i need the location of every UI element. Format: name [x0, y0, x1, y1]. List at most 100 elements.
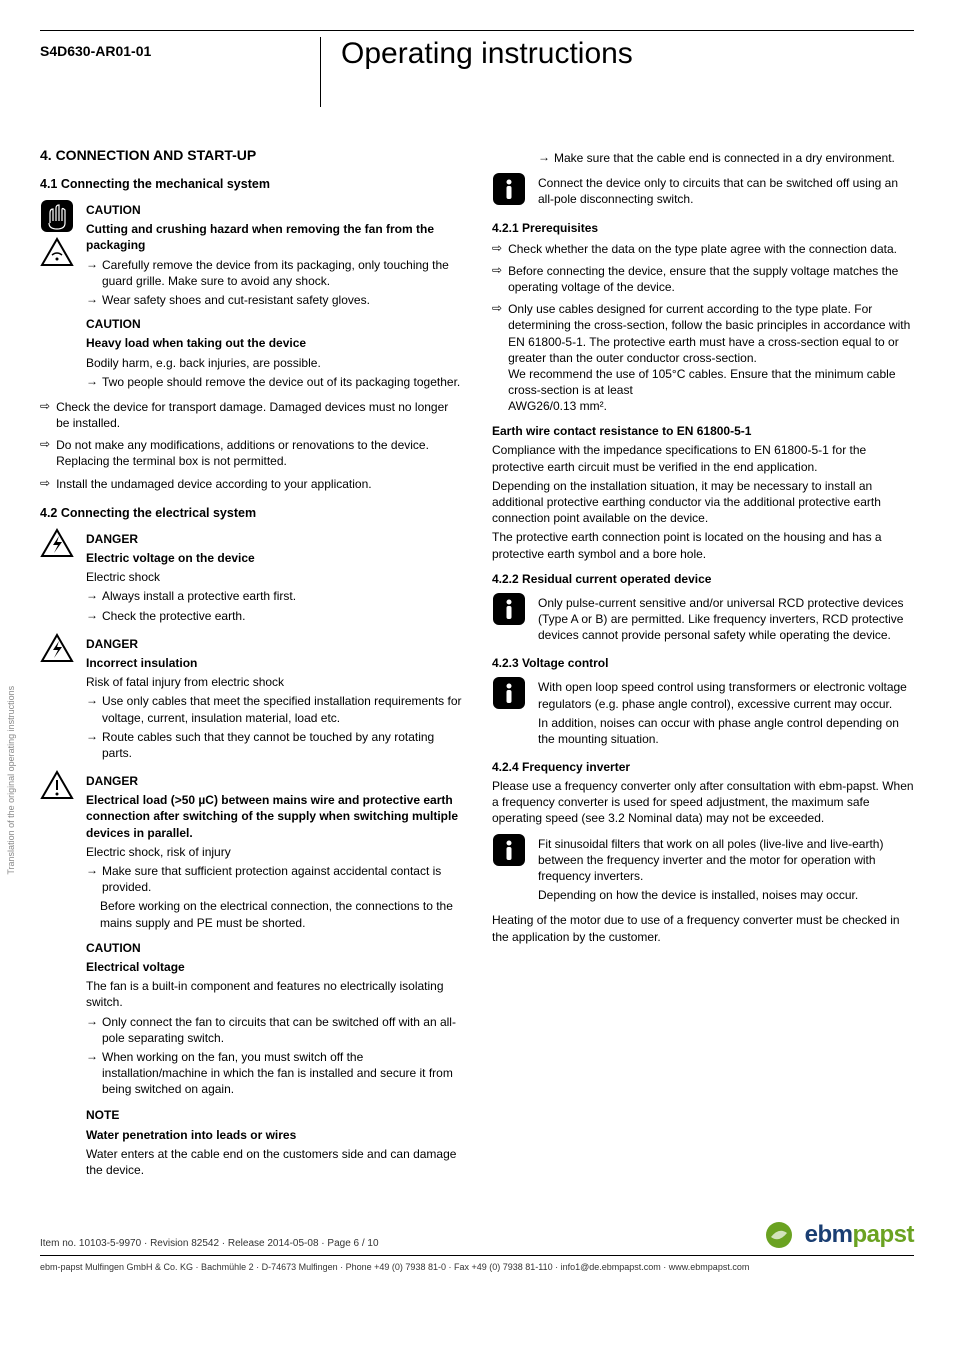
danger3-action-1b: Before working on the electrical connect… — [100, 898, 462, 930]
caution-icon-stack — [40, 199, 78, 393]
caution-label-2: CAUTION — [86, 316, 462, 332]
page-footer: Item no. 10103-5-9970 · Revision 82542 ·… — [40, 1221, 914, 1272]
prereq-3b: We recommend the use of 105°C cables. En… — [508, 367, 895, 397]
danger3-heading: Electrical load (>50 µC) between mains w… — [86, 792, 462, 841]
info-block-1: Connect the device only to circuits that… — [492, 172, 914, 210]
prereq-3: Only use cables designed for current acc… — [508, 301, 914, 414]
caution3-action-2: When working on the fan, you must switch… — [102, 1049, 462, 1098]
prereq-3c: AWG26/0.13 mm². — [508, 399, 607, 413]
bullet-3: Install the undamaged device according t… — [56, 476, 462, 492]
danger1-action-2: Check the protective earth. — [102, 608, 462, 624]
info3b-text: In addition, noises can occur with phase… — [538, 715, 914, 747]
horizontal-rule-top — [40, 30, 914, 31]
bullet-icon: ⇨ — [492, 241, 502, 257]
caution-label: CAUTION — [86, 202, 462, 218]
caution3-action-1: Only connect the fan to circuits that ca… — [102, 1014, 462, 1046]
electric-hazard-icon — [40, 633, 74, 663]
info-icon — [492, 592, 526, 626]
hand-hazard-icon — [40, 199, 74, 233]
danger2-heading: Incorrect insulation — [86, 655, 462, 671]
earth-heading: Earth wire contact resistance to EN 6180… — [492, 424, 914, 438]
prereq-3a: Only use cables designed for current acc… — [508, 302, 910, 365]
danger-block-1: DANGER Electric voltage on the device El… — [40, 528, 462, 627]
caution2-body: Bodily harm, e.g. back injuries, are pos… — [86, 355, 462, 371]
electric-hazard-icon — [40, 528, 74, 558]
arrow-icon: → — [86, 1014, 98, 1028]
earth-p3: The protective earth connection point is… — [492, 529, 914, 561]
danger3-action-1: Make sure that sufficient protection aga… — [102, 863, 462, 895]
info3a-text: With open loop speed control using trans… — [538, 679, 914, 711]
prereq-1: Check whether the data on the type plate… — [508, 241, 914, 257]
caution1-action-2: Wear safety shoes and cut-resistant safe… — [102, 292, 462, 308]
info-icon — [492, 676, 526, 710]
arrow-icon: → — [86, 729, 98, 743]
caution3-body: The fan is a built-in component and feat… — [86, 978, 462, 1010]
earth-p2: Depending on the installation situation,… — [492, 478, 914, 527]
bullet-icon: ⇨ — [40, 476, 50, 492]
warning-triangle-icon — [40, 770, 74, 800]
right-column: → Make sure that the cable end is connect… — [492, 147, 914, 1181]
note-label: NOTE — [86, 1107, 462, 1123]
danger2-action-2: Route cables such that they cannot be to… — [102, 729, 462, 761]
info4b-text: Depending on how the device is installed… — [538, 887, 914, 903]
arrow-icon: → — [86, 257, 98, 271]
danger2-body: Risk of fatal injury from electric shock — [86, 674, 462, 690]
content-columns: 4. CONNECTION AND START-UP 4.1 Connectin… — [40, 147, 914, 1181]
caution1-action-1: Carefully remove the device from its pac… — [102, 257, 462, 289]
arrow-icon: → — [86, 588, 98, 602]
warning-triangle-icon — [40, 237, 74, 267]
bullet-icon: ⇨ — [492, 301, 502, 317]
header-divider — [320, 37, 321, 107]
section-4-2-1-heading: 4.2.1 Prerequisites — [492, 221, 914, 235]
bullet-2: Do not make any modifications, additions… — [56, 437, 462, 469]
danger1-action-1: Always install a protective earth first. — [102, 588, 462, 604]
danger2-action-1: Use only cables that meet the specified … — [102, 693, 462, 725]
section-4-heading: 4. CONNECTION AND START-UP — [40, 147, 462, 163]
right-top-action: Make sure that the cable end is connecte… — [554, 150, 914, 166]
danger-block-3: DANGER Electrical load (>50 µC) between … — [40, 770, 462, 934]
bullet-icon: ⇨ — [40, 437, 50, 453]
note-body: Water enters at the cable end on the cus… — [86, 1146, 462, 1178]
danger-block-2: DANGER Incorrect insulation Risk of fata… — [40, 633, 462, 764]
arrow-icon: → — [86, 292, 98, 306]
info-icon — [492, 833, 526, 867]
arrow-icon: → — [86, 374, 98, 388]
danger-label: DANGER — [86, 636, 462, 652]
footer-item-revision: Item no. 10103-5-9970 · Revision 82542 ·… — [40, 1238, 379, 1249]
arrow-icon: → — [86, 608, 98, 622]
product-code: S4D630-AR01-01 — [40, 37, 320, 59]
section-4-2-3-heading: 4.2.3 Voltage control — [492, 656, 914, 670]
danger1-body: Electric shock — [86, 569, 462, 585]
bullet-icon: ⇨ — [40, 399, 50, 415]
caution2-heading: Heavy load when taking out the device — [86, 335, 462, 351]
footer-company-line: ebm-papst Mulfingen GmbH & Co. KG · Bach… — [40, 1262, 914, 1272]
green-badge-icon — [765, 1221, 793, 1249]
section-4-2-2-heading: 4.2.2 Residual current operated device — [492, 572, 914, 586]
left-column: 4. CONNECTION AND START-UP 4.1 Connectin… — [40, 147, 462, 1181]
earth-p1: Compliance with the impedance specificat… — [492, 442, 914, 474]
danger1-heading: Electric voltage on the device — [86, 550, 462, 566]
arrow-icon: → — [86, 693, 98, 707]
info-icon — [492, 172, 526, 206]
caution-heading: Cutting and crushing hazard when removin… — [86, 221, 462, 253]
bullet-1: Check the device for transport damage. D… — [56, 399, 462, 431]
page-title: Operating instructions — [341, 37, 633, 71]
logo-green: papst — [852, 1221, 914, 1248]
section-4-1-heading: 4.1 Connecting the mechanical system — [40, 177, 462, 191]
danger-label: DANGER — [86, 773, 462, 789]
info4a-text: Fit sinusoidal filters that work on all … — [538, 836, 914, 885]
fi-p1: Please use a frequency converter only af… — [492, 778, 914, 827]
page-header: S4D630-AR01-01 Operating instructions — [40, 37, 914, 107]
caution-block-1: CAUTION Cutting and crushing hazard when… — [40, 199, 462, 393]
arrow-icon: → — [86, 1049, 98, 1063]
arrow-icon: → — [86, 863, 98, 877]
caution2-action-1: Two people should remove the device out … — [102, 374, 462, 390]
caution3-heading: Electrical voltage — [86, 959, 462, 975]
arrow-icon: → — [538, 150, 550, 164]
info-block-4: Fit sinusoidal filters that work on all … — [492, 833, 914, 907]
section-4-2-4-heading: 4.2.4 Frequency inverter — [492, 760, 914, 774]
fi-p2: Heating of the motor due to use of a fre… — [492, 912, 914, 944]
danger-label: DANGER — [86, 531, 462, 547]
caution-block-3: CAUTION Electrical voltage The fan is a … — [86, 940, 462, 1178]
info2-text: Only pulse-current sensitive and/or univ… — [538, 595, 914, 644]
